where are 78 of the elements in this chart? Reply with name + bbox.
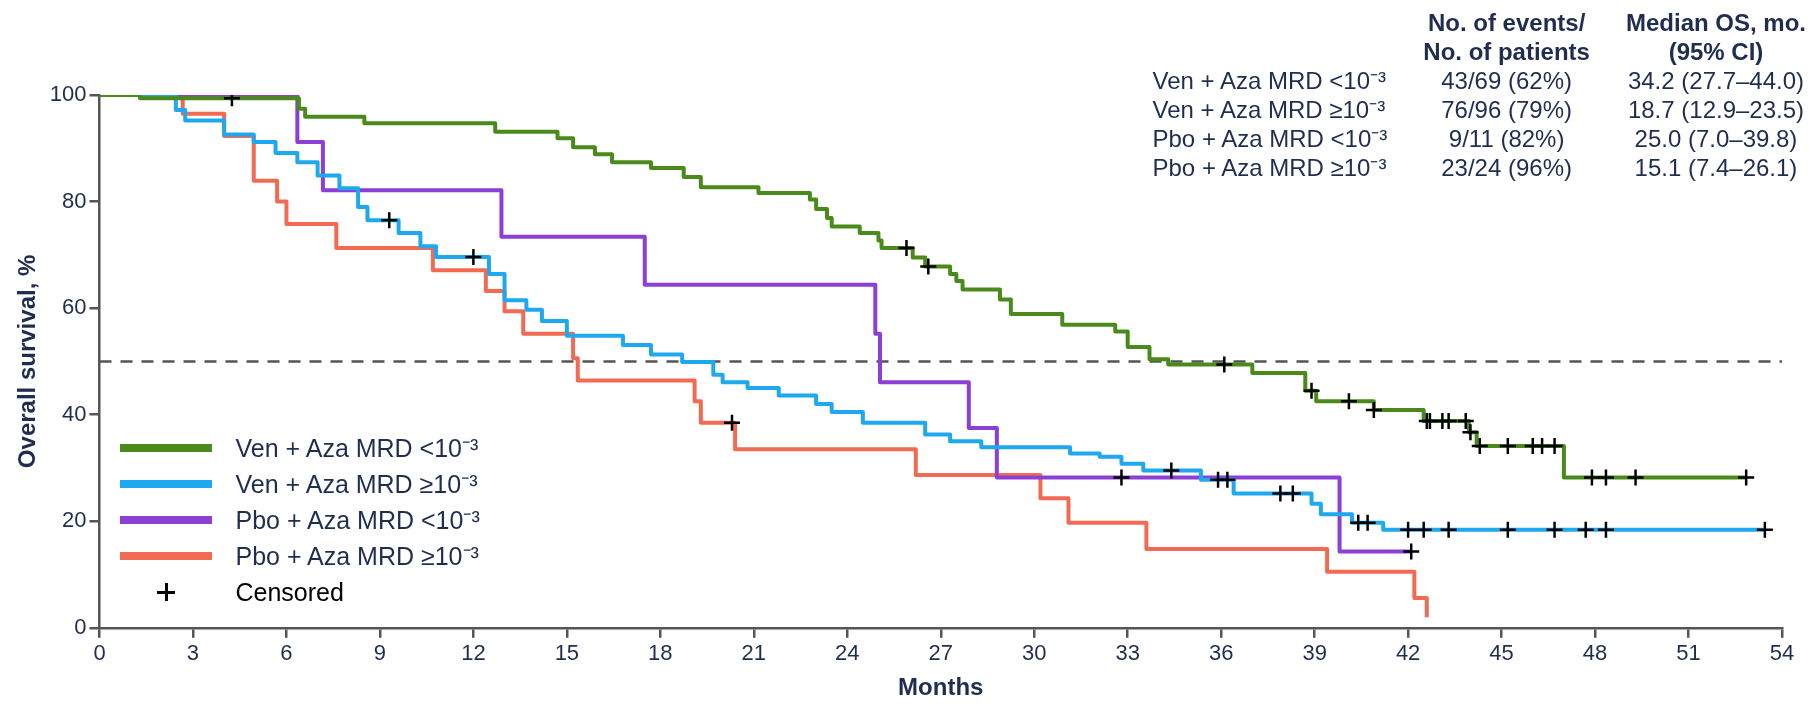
point [1461, 423, 1480, 442]
point [1162, 461, 1181, 480]
point [1398, 520, 1418, 540]
point [1414, 520, 1433, 540]
x-tick-label: 39 [1302, 640, 1327, 666]
point [897, 238, 916, 258]
y-axis-title: Overall survival, % [13, 254, 41, 469]
x-tick-label: 15 [554, 640, 580, 666]
y-tick-label: 20 [62, 507, 87, 533]
legend-label: Ven + Aza MRD ≥10⁻³ [235, 468, 478, 500]
x-tick-label: 21 [741, 640, 767, 666]
y-tick-label: 60 [62, 294, 87, 320]
text: No. of events/ No. of patients [1423, 8, 1590, 66]
point [1358, 513, 1377, 533]
text: 43/69 (62%) [1440, 66, 1573, 95]
x-tick-label: 36 [1208, 640, 1234, 666]
legend-label: Pbo + Aza MRD ≥10⁻³ [235, 540, 479, 572]
point [1112, 468, 1131, 487]
x-tick-label: 24 [835, 640, 860, 666]
x-tick-label: 54 [1769, 640, 1795, 666]
x-tick-label: 0 [93, 640, 106, 666]
point [1498, 520, 1518, 540]
annotation: 18.7 (12.9–23.5) [1626, 95, 1806, 124]
point [1302, 381, 1321, 400]
x-tick-label: 3 [186, 640, 200, 666]
x-tick-label: 45 [1489, 640, 1514, 666]
text: Censored [235, 576, 344, 608]
point [1215, 355, 1234, 374]
point [1596, 468, 1616, 487]
annotation: 23/24 (96%) [1440, 153, 1573, 182]
point [919, 257, 938, 276]
y-tick-label: 100 [49, 81, 87, 107]
x-tick-label: 9 [373, 640, 387, 666]
x-tick-label: 12 [461, 640, 486, 666]
point [1576, 520, 1595, 540]
legend-label: Pbo + Aza MRD <10⁻³ [235, 504, 480, 536]
point [1470, 436, 1490, 456]
x-tick-label: 18 [648, 640, 673, 666]
point [1736, 468, 1756, 487]
point [380, 210, 399, 230]
x-tick-label: 48 [1582, 640, 1608, 666]
point [1456, 411, 1475, 431]
point [1545, 436, 1564, 456]
point [1545, 520, 1564, 540]
x-tick-label: 51 [1676, 640, 1701, 666]
legend-label: Ven + Aza MRD <10⁻³ [235, 432, 479, 464]
annotation: Ven + Aza MRD ≥10⁻³ [1152, 95, 1387, 124]
point [1439, 411, 1458, 431]
annotation: 25.0 (7.0–39.8) [1633, 124, 1799, 153]
x-tick-label: 6 [280, 640, 293, 666]
x-tick-label: 33 [1115, 640, 1140, 666]
annotation: Pbo + Aza MRD ≥10⁻³ [1152, 153, 1388, 182]
y-tick-label: 80 [62, 187, 87, 213]
point [1498, 436, 1518, 456]
point [1439, 520, 1458, 540]
point [1218, 470, 1237, 489]
point [1596, 520, 1616, 540]
text: 34.2 (27.7–44.0) [1626, 66, 1806, 95]
point [1626, 468, 1645, 487]
y-tick-label: 40 [62, 400, 87, 426]
text: Ven + Aza MRD <10⁻³ [1152, 66, 1387, 95]
x-tick-label: 27 [928, 640, 953, 666]
point [1283, 484, 1303, 503]
x-tick-label: 30 [1021, 640, 1047, 666]
point [722, 413, 742, 432]
annotation: 9/11 (82%) [1447, 124, 1566, 153]
point [1755, 520, 1775, 540]
x-axis-title: Months [898, 673, 984, 701]
point [464, 247, 483, 267]
text: Median OS, mo. (95% CI) [1625, 8, 1806, 66]
point [1364, 400, 1384, 420]
annotation: Pbo + Aza MRD <10⁻³ [1152, 124, 1388, 153]
point [1339, 392, 1359, 411]
x-tick-label: 42 [1395, 640, 1421, 666]
annotation: 15.1 (7.4–26.1) [1633, 153, 1799, 182]
y-tick-label: 0 [74, 613, 87, 639]
annotation: 76/96 (79%) [1440, 95, 1573, 124]
point [1401, 542, 1421, 561]
